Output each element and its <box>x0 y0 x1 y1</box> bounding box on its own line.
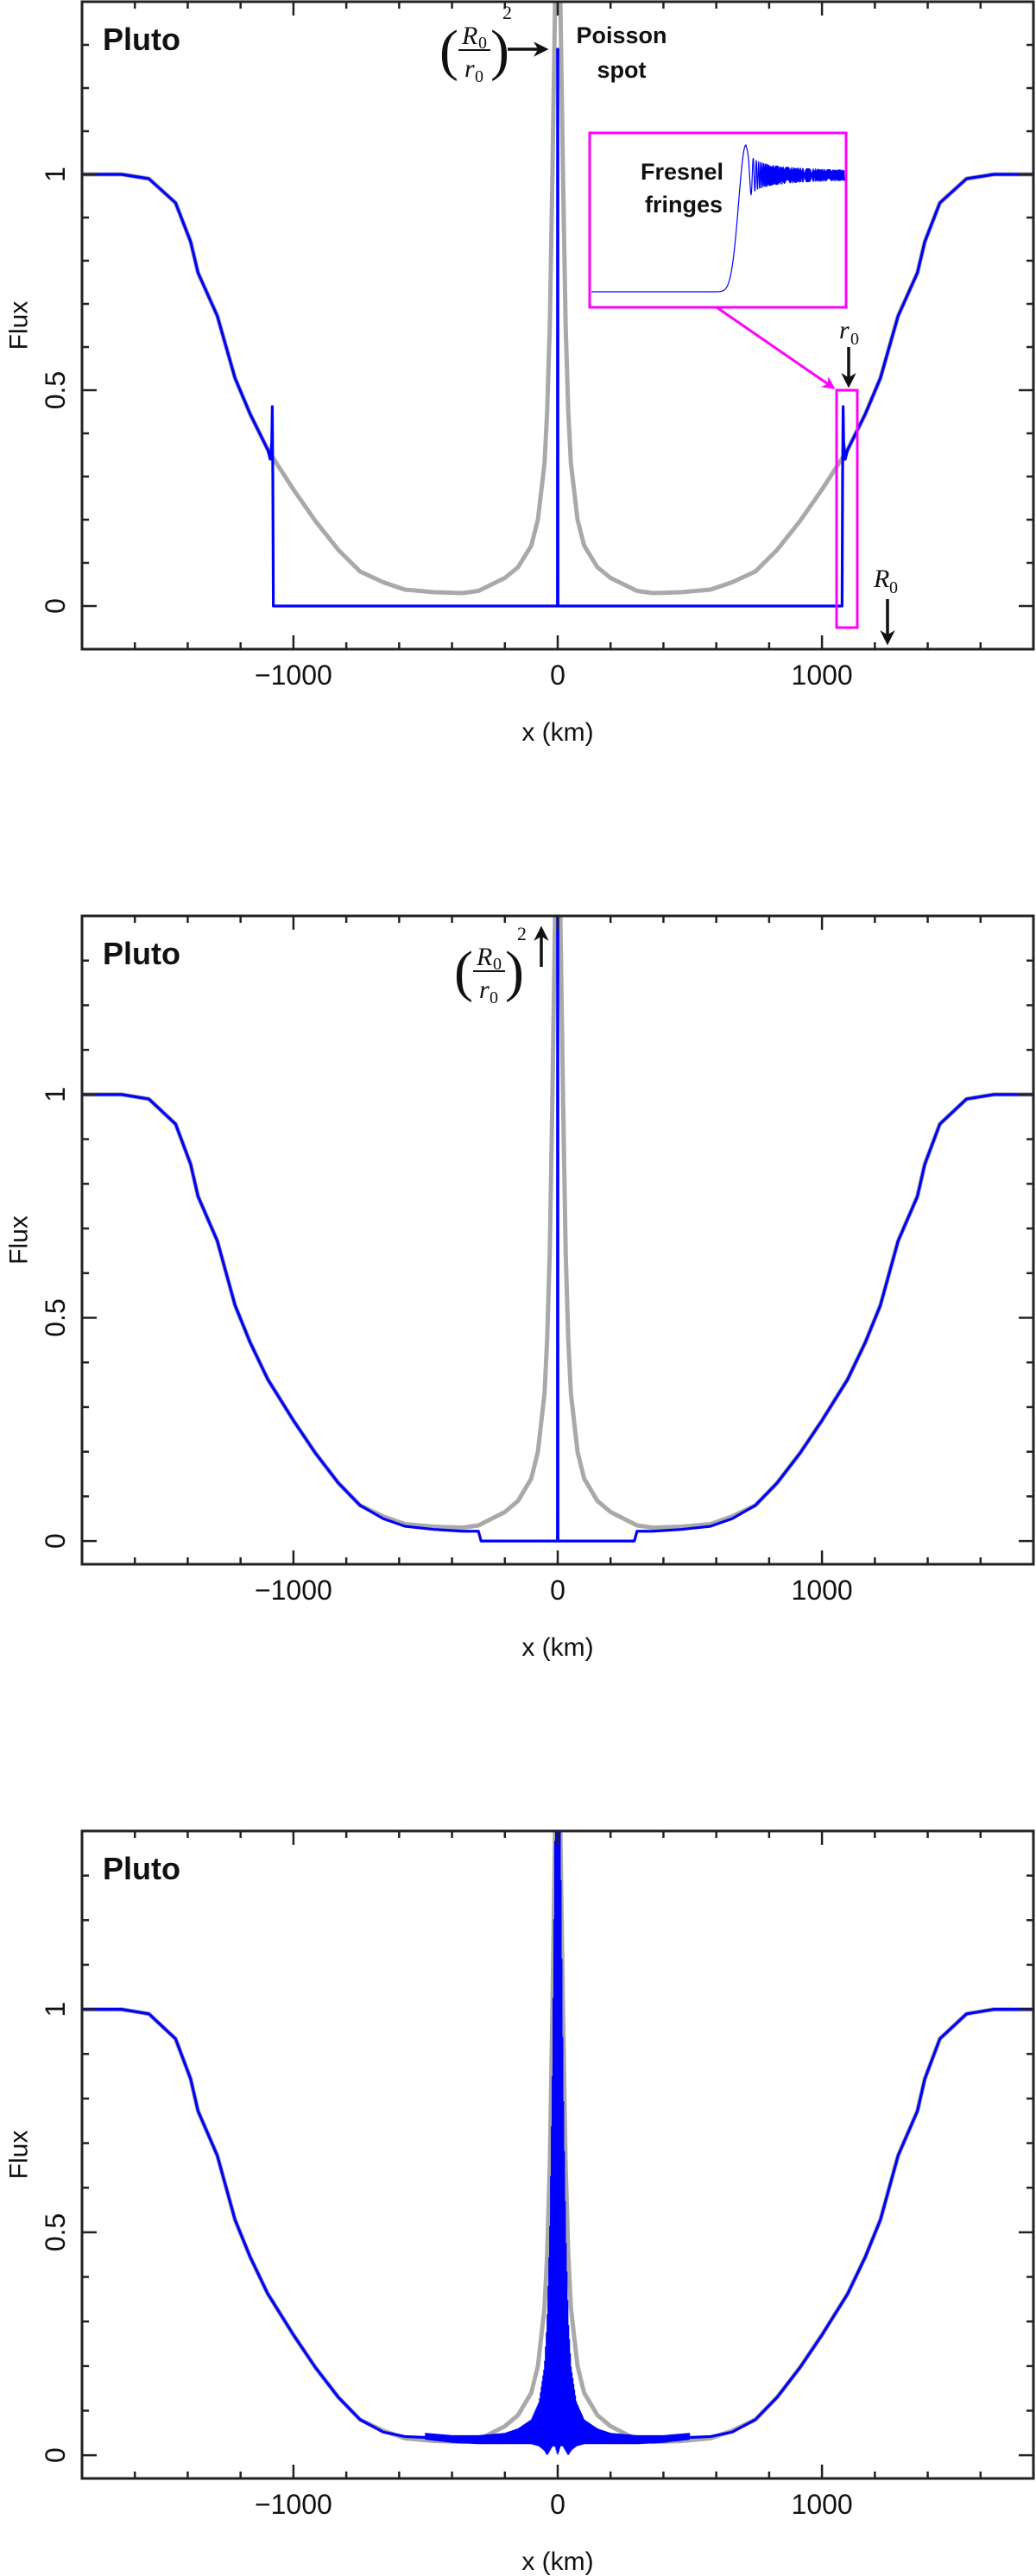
panel-title: Pluto <box>103 936 180 971</box>
panel-3: −1000 0 1000 0 0.5 1 x (km) Flux Pluto <box>5 1829 1035 2576</box>
ratio-denominator-sub: 0 <box>475 67 483 86</box>
ratio-numerator-sub: 0 <box>493 955 502 974</box>
inset-box <box>588 131 848 309</box>
y-axis-title: Flux <box>5 2131 34 2180</box>
y-tick-label: 0 <box>40 1533 71 1549</box>
inset-fringe-curve <box>591 144 845 293</box>
ratio-close-paren: ) <box>505 940 524 1003</box>
panel-2: −1000 0 1000 0 0.5 1 x (km) Flux Pluto ( R 0 r … <box>5 914 1035 1662</box>
y-tick-label: 0 <box>40 598 71 614</box>
series-layer <box>82 2 1033 608</box>
panel-title: Pluto <box>103 1851 180 1886</box>
x-axis-title: x (km) <box>521 718 593 747</box>
y-tick-label: 0.5 <box>40 1298 71 1336</box>
y-axis-title: Flux <box>5 1215 34 1265</box>
panel-title: Pluto <box>103 22 180 57</box>
R0-label-sub: 0 <box>889 578 898 597</box>
x-tick-label: −1000 <box>255 2489 332 2520</box>
ratio-numerator-sub: 0 <box>478 34 487 53</box>
zoom-region-box <box>835 388 859 629</box>
R0-label: R <box>873 565 889 593</box>
y-tick-label: 0.5 <box>40 371 71 409</box>
inset-pointer-arrow <box>716 306 836 389</box>
y-tick-label: 1 <box>40 2002 71 2017</box>
ratio-exponent: 2 <box>502 2 512 23</box>
y-tick-label: 0.5 <box>40 2213 71 2251</box>
y-tick-label: 0 <box>40 2447 71 2463</box>
panel-1: −1000 0 1000 0 0.5 1 x (km) Flux Pluto ( R 0 r … <box>5 0 1035 747</box>
x-axis-title: x (km) <box>521 2548 593 2576</box>
x-tick-label: 1000 <box>792 1575 853 1606</box>
x-axis-title: x (km) <box>521 1633 593 1662</box>
x-tick-label: −1000 <box>255 1575 332 1606</box>
blue-flux-curve <box>82 916 1033 1543</box>
fresnel-fringes-label-line2: fringes <box>645 192 723 218</box>
poisson-spot-label-line2: spot <box>597 57 647 83</box>
x-tick-label: 1000 <box>792 660 853 691</box>
r0-label: r <box>839 316 850 344</box>
ratio-close-paren: ) <box>490 19 509 82</box>
gray-flux-curve <box>82 2 1033 596</box>
ratio-denominator: r <box>479 975 490 1004</box>
blue-flux-curve <box>82 2008 1033 2440</box>
ratio-open-paren: ( <box>454 940 473 1003</box>
x-tick-label: −1000 <box>255 660 332 691</box>
ratio-label: ( R 0 r 0 ) 2 <box>439 2 512 86</box>
series-layer <box>82 1831 1033 2455</box>
x-tick-label: 1000 <box>792 2489 853 2520</box>
r0-label-sub: 0 <box>850 330 859 349</box>
ratio-denominator: r <box>464 54 475 83</box>
ratio-numerator: R <box>461 22 477 50</box>
poisson-spot-label-line1: Poisson <box>576 22 666 48</box>
x-tick-label: 0 <box>550 2489 565 2520</box>
plot-area: −1000 0 1000 0 0.5 1 x (km) Flux <box>5 1829 1035 2576</box>
y-tick-label: 1 <box>40 167 71 182</box>
blue-flux-curve <box>82 47 1033 608</box>
ratio-open-paren: ( <box>439 19 458 82</box>
x-tick-label: 0 <box>550 660 565 691</box>
plot-area: −1000 0 1000 0 0.5 1 x (km) Flux <box>5 914 1035 1662</box>
series-layer <box>82 916 1033 1543</box>
ratio-label: ( R 0 r 0 ) 2 <box>454 923 527 1007</box>
ratio-denominator-sub: 0 <box>490 988 498 1007</box>
ratio-exponent: 2 <box>517 923 527 944</box>
fresnel-fringes-label-line1: Fresnel <box>641 159 723 185</box>
plot-area: −1000 0 1000 0 0.5 1 x (km) Flux <box>5 0 1035 747</box>
fringe-oscillation-line <box>425 1831 691 2455</box>
ratio-numerator: R <box>476 943 492 971</box>
x-tick-label: 0 <box>550 1575 565 1606</box>
y-tick-label: 1 <box>40 1087 71 1102</box>
y-axis-title: Flux <box>5 301 34 350</box>
